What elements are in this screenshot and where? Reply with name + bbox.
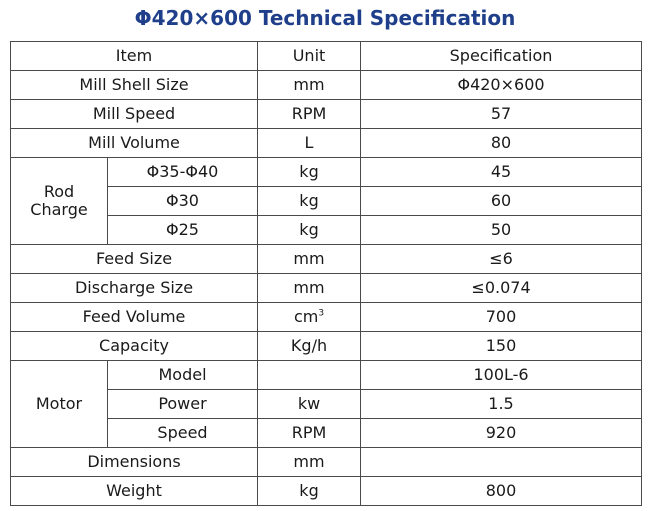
table-row: Feed Size mm ≤6 [9,244,643,274]
item-cell: Mill Volume [9,128,259,158]
unit-cell: mm [257,244,362,274]
unit-cell: mm [257,70,362,100]
rod-charge-label-line1: Rod [43,182,75,201]
table-row: Discharge Size mm ≤0.074 [9,273,643,303]
unit-cell: RPM [257,99,362,129]
item-cell: Dimensions [9,447,259,477]
unit-base: cm [293,307,319,326]
unit-cell: kg [257,157,362,187]
spec-cell: 57 [360,99,643,129]
unit-cell: Kg/h [257,331,362,361]
item-cell: Discharge Size [9,273,259,303]
table-row: Mill Volume L 80 [9,128,643,158]
unit-cell: mm [257,447,362,477]
header-item: Item [9,41,259,71]
spec-cell: 100L-6 [360,360,643,390]
rod-size-cell: Φ35-Φ40 [106,157,259,187]
spec-cell: 60 [360,186,643,216]
table-row: Capacity Kg/h 150 [9,331,643,361]
rod-charge-group-label: Rod Charge [10,157,108,245]
unit-cell: cm3 [257,302,362,332]
motor-param-cell: Power [106,389,259,419]
unit-cell: RPM [257,418,362,448]
rod-size-cell: Φ25 [106,215,259,245]
spec-cell: ≤0.074 [360,273,643,303]
item-cell: Weight [9,476,259,506]
spec-cell: 920 [360,418,643,448]
item-cell: Capacity [9,331,259,361]
motor-group-label: Motor [10,360,108,448]
header-unit: Unit [257,41,362,71]
spec-cell: 1.5 [360,389,643,419]
unit-cell: mm [257,273,362,303]
unit-cell: L [257,128,362,158]
spec-cell: ≤6 [360,244,643,274]
specification-table: Item Unit Specification Mill Shell Size … [9,41,643,506]
table-row: Mill Shell Size mm Φ420×600 [9,70,643,100]
item-cell: Feed Volume [9,302,259,332]
spec-cell [360,447,643,477]
table-row: Weight kg 800 [9,476,643,506]
unit-cell: kg [257,215,362,245]
table-row: Feed Volume cm3 700 [9,302,643,332]
unit-cell: kg [257,186,362,216]
spec-cell: 800 [360,476,643,506]
spec-cell: 45 [360,157,643,187]
item-cell: Mill Shell Size [9,70,259,100]
table-row: Mill Speed RPM 57 [9,99,643,129]
table-row: Φ25 kg 50 [11,215,643,245]
table-row: Rod Charge Φ35-Φ40 kg 45 [10,157,643,245]
spec-cell: 150 [360,331,643,361]
unit-superscript: 3 [318,308,325,319]
motor-param-cell: Model [106,360,259,390]
spec-cell: 80 [360,128,643,158]
table-header-row: Item Unit Specification [9,41,643,71]
table-row: Motor Model 100L-6 [10,360,643,448]
table-row: Dimensions mm [9,447,643,477]
rod-size-cell: Φ30 [106,186,259,216]
item-cell: Feed Size [9,244,259,274]
table-row: Speed RPM 920 [11,418,643,448]
unit-cell: kw [257,389,362,419]
item-cell: Mill Speed [9,99,259,129]
spec-cell: Φ420×600 [360,70,643,100]
motor-param-cell: Speed [106,418,259,448]
header-specification: Specification [360,41,643,71]
unit-cell [257,360,362,390]
unit-cell: kg [257,476,362,506]
rod-charge-label-line2: Charge [30,200,88,219]
page-title: Φ420×600 Technical Specification [134,6,516,30]
spec-cell: 50 [360,215,643,245]
table-row: Power kw 1.5 [11,389,643,419]
spec-cell: 700 [360,302,643,332]
